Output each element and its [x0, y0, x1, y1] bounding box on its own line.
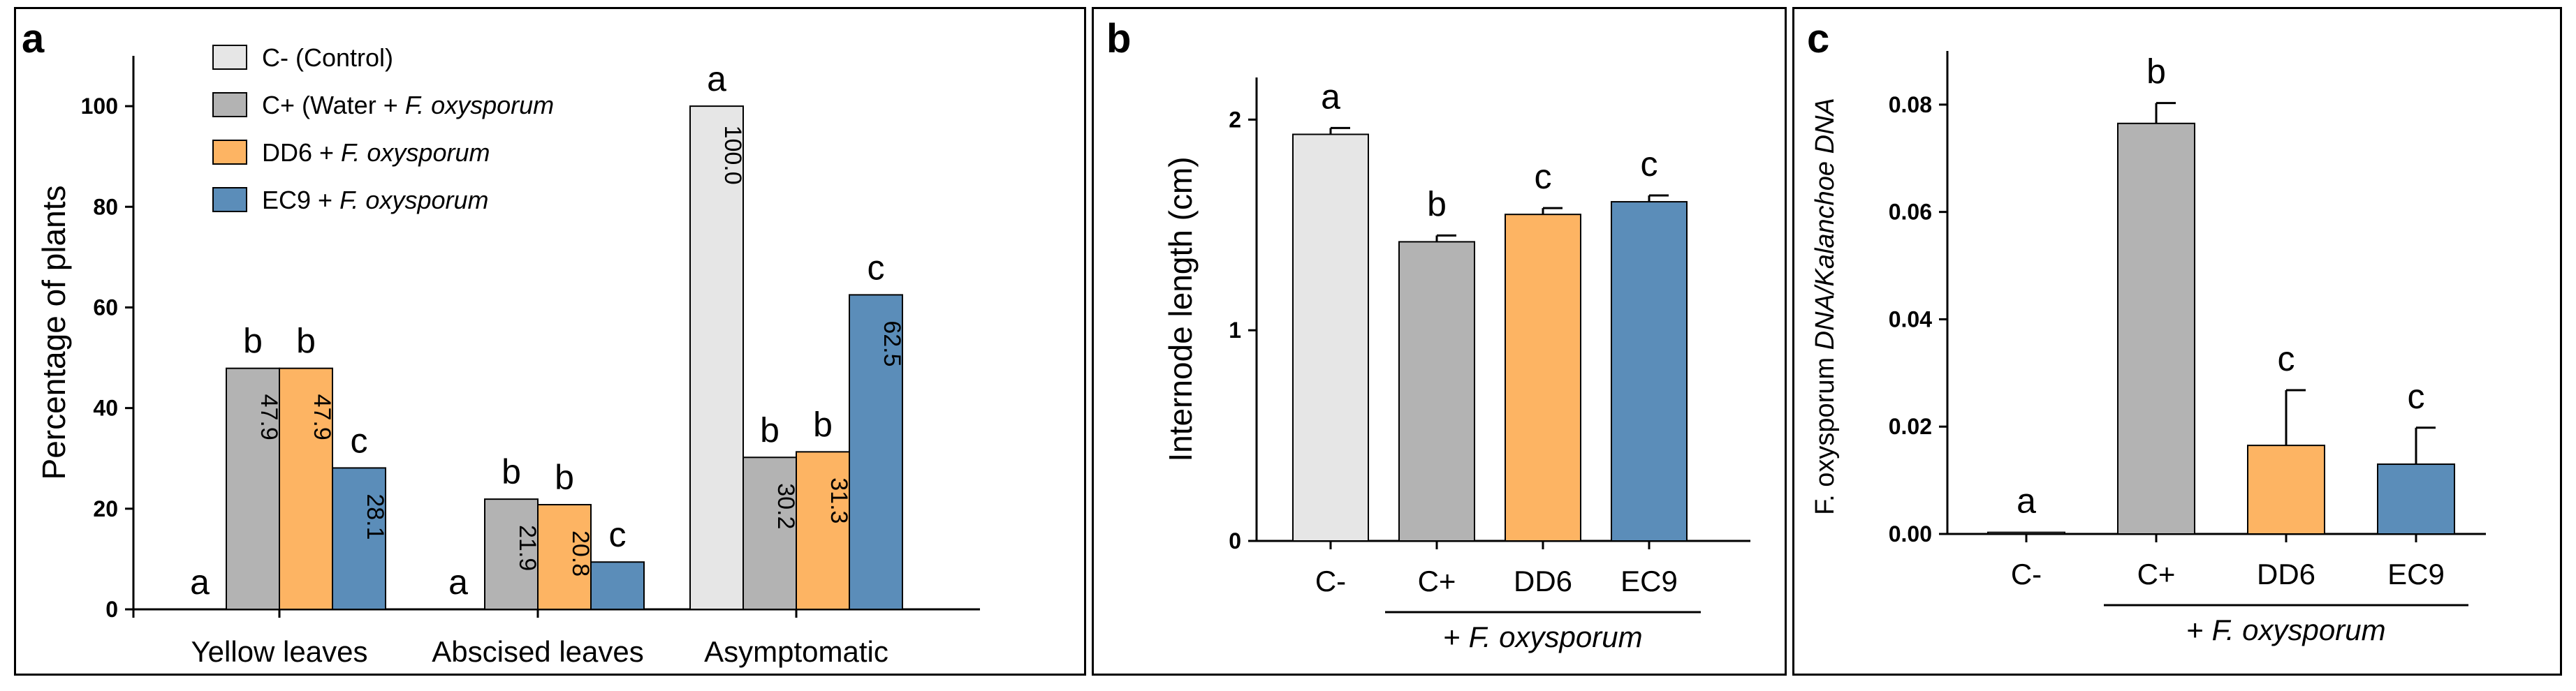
- bar-ec9: [332, 467, 386, 611]
- bar-water: [226, 367, 280, 611]
- bar-value-label: 30.2: [773, 483, 799, 529]
- significance-letter: a: [2017, 482, 2036, 521]
- bar-dd6: [796, 451, 850, 611]
- bar-water: [484, 498, 539, 610]
- y-tick-label: 20: [93, 496, 118, 521]
- y-tick-label: 40: [93, 396, 118, 421]
- legend-swatch: [212, 140, 247, 165]
- bar-ec9: [849, 294, 903, 610]
- significance-letter: b: [243, 322, 263, 361]
- y-tick-label: 80: [93, 194, 118, 219]
- significance-letter: a: [1321, 77, 1340, 116]
- y-tick-label: 60: [93, 295, 118, 320]
- bar-dd6: [537, 504, 592, 610]
- bar-value-label: 28.1: [362, 493, 388, 540]
- x-category-label: Asymptomatic: [704, 635, 888, 668]
- y-tick-label: 0: [1229, 528, 1241, 553]
- x-category-label: C-: [2011, 558, 2042, 590]
- significance-letter: c: [1641, 144, 1658, 184]
- significance-letter: b: [2146, 52, 2166, 91]
- significance-letter: b: [760, 410, 780, 449]
- legend-entry: C- (Control): [262, 43, 393, 72]
- significance-letter: b: [1427, 184, 1447, 223]
- significance-letter: c: [868, 248, 885, 287]
- y-tick-label: 0.08: [1889, 92, 1932, 117]
- x-category-label: DD6: [1514, 565, 1572, 597]
- significance-letter: c: [2278, 339, 2295, 378]
- y-tick-label: 1: [1229, 318, 1241, 343]
- x-category-label: Yellow leaves: [191, 635, 368, 668]
- bar-value-label: 47.9: [256, 394, 282, 440]
- y-tick-label: 0.06: [1889, 200, 1932, 225]
- x-category-label: EC9: [2387, 558, 2445, 590]
- y-tick-label: 0.04: [1889, 306, 1932, 332]
- significance-letter: a: [448, 563, 468, 602]
- panel-c-chart: c 0.00 0.02 0.04 0.06 0.08 a C-b C+ c DD6 c EC9 + F. …: [1792, 7, 2562, 676]
- x-category-label: C-: [1315, 565, 1346, 597]
- bar-ec9: [2377, 463, 2455, 535]
- x-category-label: DD6: [2257, 558, 2315, 590]
- bar-value-label: 47.9: [309, 394, 335, 440]
- bar-ec9: [1611, 201, 1688, 542]
- significance-letter: c: [1535, 157, 1552, 196]
- bar-water: [2117, 122, 2195, 535]
- legend-entry: EC9 + F. oxysporum: [262, 186, 488, 214]
- bar-value-label: 20.8: [567, 530, 594, 577]
- bar-dd6: [2247, 445, 2325, 535]
- bar-value-label: 21.9: [514, 525, 541, 571]
- y-tick-label: 100: [81, 94, 118, 119]
- bar-value-label: 31.3: [826, 477, 852, 523]
- bar-value-label: 100.0: [719, 126, 746, 185]
- significance-letter: c: [609, 515, 627, 554]
- significance-letter: a: [190, 563, 210, 602]
- significance-letter: b: [502, 452, 521, 491]
- significance-letter: a: [707, 59, 726, 98]
- panel-letter-a: a: [22, 16, 45, 61]
- bar-ec9: [590, 561, 645, 611]
- x-category-label: C+: [1418, 565, 1456, 597]
- x-category-label: C+: [2137, 558, 2176, 590]
- panel-letter-b: b: [1106, 16, 1131, 61]
- bar-control: [1987, 531, 2065, 535]
- bar-water: [1398, 241, 1475, 542]
- y-tick-label: 0.00: [1889, 521, 1932, 547]
- y-axis-title: Percentage of plants: [36, 186, 72, 480]
- y-tick-label: 0.02: [1889, 414, 1932, 439]
- y-tick-label: 2: [1229, 107, 1241, 132]
- bar-control: [1292, 133, 1369, 542]
- legend-entry: C+ (Water + F. oxysporum: [262, 91, 554, 119]
- chart-b-svg: b 0 1 2 a C-b C+ c DD6 c EC9 + F. oxysporum Internod…: [1106, 16, 1750, 653]
- legend-swatch: [212, 45, 247, 70]
- significance-letter: b: [555, 458, 574, 497]
- group-label: + F. oxysporum: [2186, 614, 2385, 646]
- group-label: + F. oxysporum: [1443, 621, 1642, 653]
- x-category-label: Abscised leaves: [432, 635, 644, 668]
- significance-letter: b: [813, 405, 833, 444]
- panel-b-chart: b 0 1 2 a C-b C+ c DD6 c EC9 + F. oxysporum Internod…: [1092, 7, 1787, 676]
- legend-swatch: [212, 92, 247, 117]
- bar-dd6: [1505, 214, 1581, 542]
- legend-swatch: [212, 187, 247, 212]
- chart-c-svg: c 0.00 0.02 0.04 0.06 0.08 a C-b C+ c DD6 c EC9+ F. …: [1807, 16, 2486, 646]
- bar-control: [689, 105, 744, 611]
- bar-value-label: 62.5: [879, 320, 905, 366]
- y-axis-title: Internode length (cm): [1162, 156, 1199, 461]
- significance-letter: b: [296, 322, 316, 361]
- bar-water: [742, 456, 797, 610]
- bar-dd6: [279, 367, 333, 611]
- y-axis-title: F. oxysporum DNA/Kalanchoe DNA: [1810, 98, 1840, 515]
- significance-letter: c: [351, 421, 368, 460]
- significance-letter: c: [2408, 377, 2425, 416]
- panel-a-chart: a 0 20 40 60 80 100 Percentage of plants a 47.9 b 4…: [14, 7, 1086, 676]
- y-tick-label: 0: [105, 597, 118, 622]
- legend-entry: DD6 + F. oxysporum: [262, 138, 490, 167]
- panel-letter-c: c: [1807, 16, 1829, 61]
- x-category-label: EC9: [1620, 565, 1678, 597]
